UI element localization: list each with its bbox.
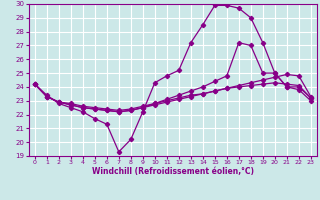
X-axis label: Windchill (Refroidissement éolien,°C): Windchill (Refroidissement éolien,°C) (92, 167, 254, 176)
